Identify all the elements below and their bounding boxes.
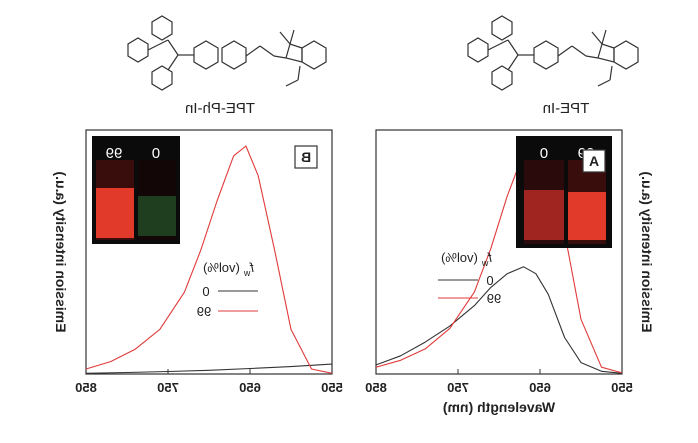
panel-a-xtick-label-750: 750 <box>447 380 469 395</box>
panel-b-legend-title-sub: w <box>243 268 251 278</box>
panel-b-letter-box <box>294 145 318 169</box>
panel-a-inset-label-0: 0 <box>540 145 548 162</box>
panel-b-series-line-0 <box>85 363 333 374</box>
panel-b-xtick-label-550: 550 <box>321 380 343 395</box>
panel-a-legend-label-0: 0 <box>486 273 493 288</box>
panel-a-xtick-label-850: 850 <box>365 380 387 395</box>
panel-b-series-line-99 <box>85 145 333 374</box>
structure-tpe-in <box>467 15 639 91</box>
panel-b-legend: fw(vol%) 0 99 <box>197 260 258 319</box>
panel-b-legend-label-99: 99 <box>197 304 211 319</box>
panel-a-series <box>375 145 623 374</box>
panel-b-inset-label-99: 99 <box>106 145 123 162</box>
panel-a-legend-title-unit: (vol%) <box>441 250 478 265</box>
panel-a-xlabel: Wavelength (nm) <box>443 399 555 415</box>
structure-tpe-ph-in <box>127 15 327 91</box>
panel-b-xtick-label-750: 750 <box>157 380 179 395</box>
panel-b-inset-photo: 99 0 <box>92 136 180 244</box>
panel-a-inset-photo: 99 0 <box>516 136 612 248</box>
panel-a: 550 650 750 850 99 0 A fw(vol%) 0 <box>365 129 655 415</box>
panel-a-series-line-0 <box>375 266 623 374</box>
svg-text:fw(vol%): fw(vol%) <box>203 260 254 278</box>
panel-a-legend-title-main: f <box>487 250 492 265</box>
panel-b-letter: B <box>301 149 311 165</box>
panel-b-xtick-label-650: 650 <box>239 380 261 395</box>
struct-label-a: TPE-In <box>543 100 590 117</box>
panel-a-legend: fw(vol%) 0 99 <box>438 250 501 306</box>
svg-text:fw(vol%): fw(vol%) <box>441 250 492 268</box>
panel-b-inset-label-0: 0 <box>152 145 160 162</box>
panel-a-legend-title-sub: w <box>481 258 489 268</box>
panel-b-legend-label-0: 0 <box>202 284 209 299</box>
panel-b-frame <box>85 129 333 375</box>
panel-b-xtick-label-850: 850 <box>75 380 97 395</box>
panel-b-legend-title-main: f <box>249 260 254 275</box>
panel-a-ticks: 550 650 750 850 <box>365 369 633 395</box>
panel-a-series-line-99 <box>375 145 623 374</box>
panel-b-legend-title-unit: (vol%) <box>203 260 240 275</box>
panel-a-letter-box <box>582 149 606 173</box>
panel-b-ylabel: Emission intensity (a.u.) <box>53 171 69 332</box>
panel-a-ylabel: Emission intensity (a.u.) <box>639 171 655 332</box>
panel-b: 550 650 750 850 99 0 B fw(vol%) 0 99 <box>53 129 343 395</box>
panel-b-series <box>85 145 333 374</box>
panel-a-xtick-label-650: 650 <box>529 380 551 395</box>
panel-a-legend-label-99: 99 <box>487 291 501 306</box>
struct-label-b: TPE-Ph-In <box>185 100 255 117</box>
panel-a-frame <box>375 129 623 375</box>
panel-a-xtick-label-550: 550 <box>611 380 633 395</box>
panel-a-letter: A <box>589 153 599 169</box>
